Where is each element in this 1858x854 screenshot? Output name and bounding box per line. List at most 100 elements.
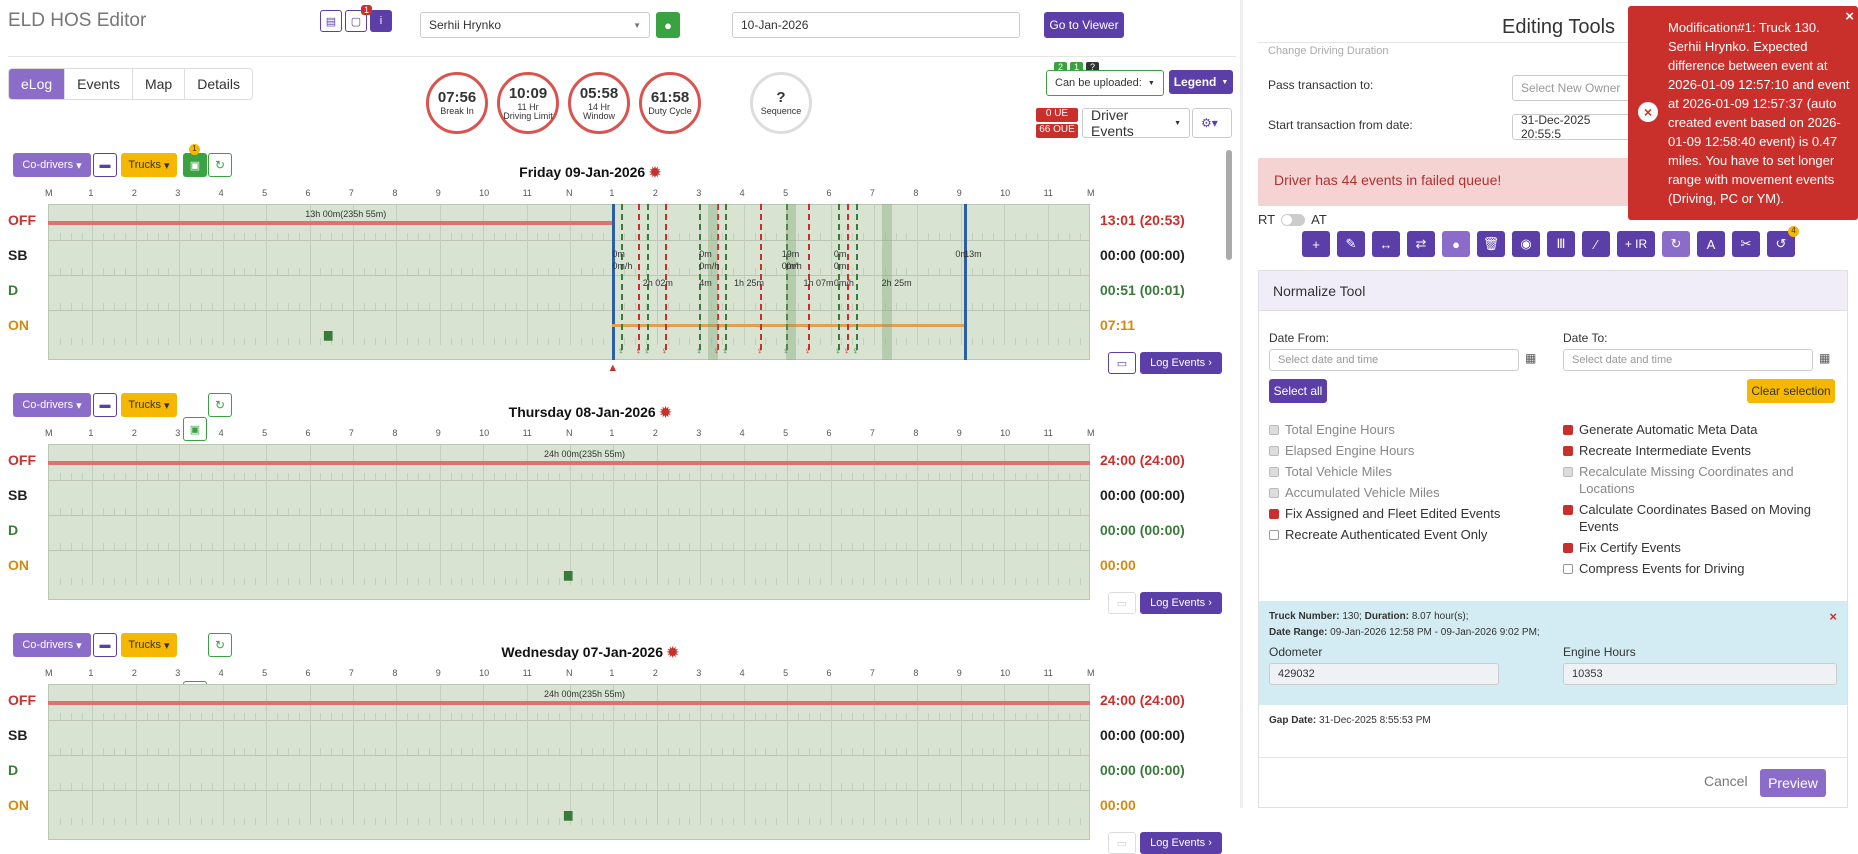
checkbox[interactable] bbox=[1269, 509, 1279, 519]
add-truck-icon[interactable]: ▣ 1 bbox=[183, 144, 207, 177]
checkbox-option[interactable]: Recreate Authenticated Event Only bbox=[1269, 526, 1559, 543]
columns-icon[interactable]: Ⅲ bbox=[1547, 231, 1575, 257]
toggle-switch[interactable] bbox=[1281, 213, 1306, 226]
checkbox[interactable] bbox=[1269, 488, 1279, 498]
checkbox[interactable] bbox=[1563, 446, 1573, 456]
codrivers-label: Co-drivers bbox=[22, 639, 74, 651]
hour-label: 4 bbox=[739, 428, 745, 438]
checkbox[interactable] bbox=[1563, 505, 1573, 515]
checkbox-option[interactable]: Compress Events for Driving bbox=[1563, 560, 1833, 577]
driver-user-icon[interactable]: ● bbox=[656, 12, 680, 38]
refresh-icon[interactable]: ↻ bbox=[208, 633, 232, 657]
normalize-tool-title: Normalize Tool bbox=[1259, 271, 1847, 311]
clear-selection-button[interactable]: Clear selection bbox=[1747, 379, 1835, 403]
log-events-button[interactable]: Log Events › bbox=[1140, 832, 1222, 854]
info-icon[interactable]: i bbox=[370, 10, 392, 32]
scrollbar-thumb[interactable] bbox=[1226, 150, 1232, 260]
codrivers-button[interactable]: Co-drivers ▾ bbox=[13, 393, 91, 417]
refresh-icon[interactable]: ↻ bbox=[208, 153, 232, 177]
tab-map[interactable]: Map bbox=[133, 69, 186, 99]
driver-select[interactable]: Serhii Hrynko ▼ bbox=[420, 12, 650, 38]
off-duration-note: 24h 00m(235h 55m) bbox=[544, 449, 626, 459]
date-input[interactable]: 10-Jan-2026 bbox=[732, 12, 1020, 38]
start-date-input[interactable]: 31-Dec-2025 20:55:5 bbox=[1512, 113, 1632, 141]
checkbox-option[interactable]: Elapsed Engine Hours bbox=[1269, 442, 1559, 459]
log-events-button[interactable]: Log Events › bbox=[1140, 592, 1222, 614]
toast-close-icon[interactable]: × bbox=[1845, 8, 1854, 25]
truck-icon[interactable]: ▬ bbox=[93, 393, 117, 417]
select-all-button[interactable]: Select all bbox=[1269, 379, 1327, 403]
truck-icon[interactable]: ▬ bbox=[93, 633, 117, 657]
add-truck-icon[interactable]: ▣ bbox=[183, 417, 207, 441]
scissors-icon[interactable]: ✂ bbox=[1732, 231, 1760, 257]
checkbox[interactable] bbox=[1269, 425, 1279, 435]
go-to-viewer-button[interactable]: Go to Viewer bbox=[1044, 12, 1124, 38]
comment-icon[interactable]: ▭ bbox=[1108, 352, 1136, 374]
can-be-uploaded-select[interactable]: Can be uploaded: ▼ bbox=[1046, 70, 1164, 96]
rt-at-toggle[interactable]: RT AT bbox=[1258, 212, 1327, 227]
refresh-icon[interactable]: ↻ bbox=[1662, 231, 1690, 257]
new-owner-select[interactable]: Select New Owner bbox=[1512, 75, 1632, 101]
trucks-button[interactable]: Trucks ▾ bbox=[121, 393, 177, 417]
row-label-on: ON bbox=[8, 557, 29, 573]
add-icon[interactable]: + bbox=[1302, 231, 1330, 257]
checkbox[interactable] bbox=[1563, 543, 1573, 553]
tab-events[interactable]: Events bbox=[65, 69, 133, 99]
checkbox-option[interactable]: Fix Assigned and Fleet Edited Events bbox=[1269, 505, 1559, 522]
calendar-icon[interactable]: ▦ bbox=[1525, 351, 1537, 365]
preview-button[interactable]: Preview bbox=[1760, 769, 1826, 797]
comment-icon[interactable]: ▢ 1 bbox=[345, 5, 372, 32]
swap-icon[interactable]: ⇄ bbox=[1407, 231, 1435, 257]
users-icon[interactable]: ◉ bbox=[1512, 231, 1540, 257]
text-format-icon[interactable]: A bbox=[1697, 231, 1725, 257]
tab-elog[interactable]: eLog bbox=[9, 69, 66, 99]
settings-gear-icon[interactable]: ⚙▾ bbox=[1192, 108, 1232, 138]
close-icon[interactable]: × bbox=[1829, 609, 1837, 624]
comment-icon[interactable]: ▭ bbox=[1108, 592, 1136, 614]
checkbox[interactable] bbox=[1269, 446, 1279, 456]
arrows-horizontal-icon[interactable]: ↔ bbox=[1372, 231, 1400, 257]
checkbox-option[interactable]: Total Engine Hours bbox=[1269, 421, 1559, 438]
checkbox[interactable] bbox=[1269, 530, 1279, 540]
segment-label: 0m bbox=[699, 249, 712, 259]
checkbox-option[interactable]: Calculate Coordinates Based on Moving Ev… bbox=[1563, 501, 1833, 535]
log-events-button[interactable]: Log Events › bbox=[1140, 352, 1222, 374]
trucks-button[interactable]: Trucks ▾ bbox=[121, 633, 177, 657]
date-to-input[interactable]: Select date and time bbox=[1563, 349, 1813, 371]
refresh-icon[interactable]: ↻ bbox=[208, 393, 232, 417]
checkbox-option[interactable]: Fix Certify Events bbox=[1563, 539, 1833, 556]
edit-pencil-icon[interactable]: ✎ bbox=[1337, 231, 1365, 257]
codrivers-button[interactable]: Co-drivers ▾ bbox=[13, 153, 91, 177]
trucks-button[interactable]: Trucks ▾ bbox=[121, 153, 177, 177]
add-ir-button[interactable]: + IR bbox=[1617, 231, 1655, 257]
rt-label: RT bbox=[1258, 212, 1276, 227]
odometer-input[interactable]: 429032 bbox=[1269, 663, 1499, 685]
calendar-icon[interactable]: ▦ bbox=[1819, 351, 1831, 365]
checkbox-option[interactable]: Recreate Intermediate Events bbox=[1563, 442, 1833, 459]
cancel-button[interactable]: Cancel bbox=[1704, 773, 1748, 789]
checkbox[interactable] bbox=[1563, 467, 1573, 477]
truck-icon[interactable]: ▬ bbox=[93, 153, 117, 177]
hos-counters: 07:56 Break In 10:09 11 Hr Driving Limit 0… bbox=[426, 72, 701, 134]
checkbox[interactable] bbox=[1563, 425, 1573, 435]
checkbox-option[interactable]: Recalculate Missing Coordinates and Loca… bbox=[1563, 463, 1833, 497]
driver-events-select[interactable]: Driver Events ▼ bbox=[1082, 107, 1190, 139]
user-icon[interactable]: ● bbox=[1442, 231, 1470, 257]
tab-details[interactable]: Details bbox=[197, 76, 240, 92]
checkbox[interactable] bbox=[1269, 467, 1279, 477]
legend-button[interactable]: Legend ▼ bbox=[1169, 70, 1233, 94]
gap-date-value: 31-Dec-2025 8:55:53 PM bbox=[1319, 715, 1431, 726]
checkbox[interactable] bbox=[1563, 564, 1573, 574]
checkbox-option[interactable]: Total Vehicle Miles bbox=[1269, 463, 1559, 480]
checkbox-option[interactable]: Accumulated Vehicle Miles bbox=[1269, 484, 1559, 501]
hour-label: 9 bbox=[956, 668, 962, 678]
checkbox-option[interactable]: Generate Automatic Meta Data bbox=[1563, 421, 1833, 438]
history-icon[interactable]: ↺ 4 bbox=[1767, 226, 1799, 257]
codrivers-button[interactable]: Co-drivers ▾ bbox=[13, 633, 91, 657]
trash-icon[interactable]: 🗑 bbox=[1477, 231, 1505, 257]
comment-icon[interactable]: ▭ bbox=[1108, 832, 1136, 854]
magic-wand-icon[interactable]: ⁄ bbox=[1582, 231, 1610, 257]
engine-hours-input[interactable]: 10353 bbox=[1563, 663, 1837, 685]
document-icon[interactable]: ▤ bbox=[320, 10, 342, 32]
date-from-input[interactable]: Select date and time bbox=[1269, 349, 1519, 371]
